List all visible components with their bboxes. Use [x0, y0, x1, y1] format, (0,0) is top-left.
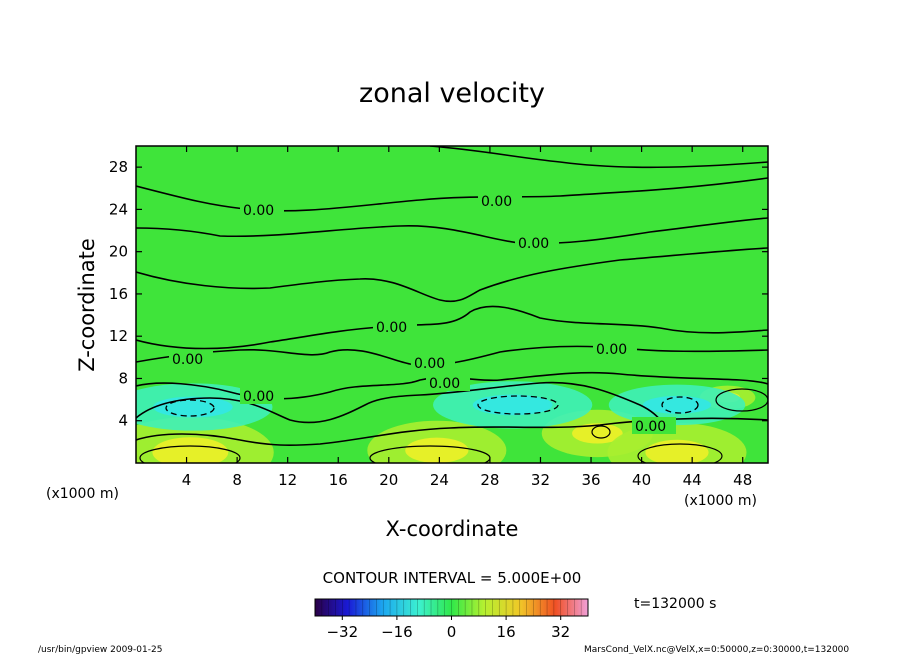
y-tick-label: 16 — [109, 285, 128, 303]
negative-contour — [477, 395, 559, 415]
negative-contours — [165, 395, 699, 417]
y-axis-unit: (x1000 m) — [46, 486, 119, 502]
x-tick-label: 4 — [182, 471, 192, 489]
x-axis-unit: (x1000 m) — [684, 493, 757, 509]
y-tick-label: 12 — [109, 327, 128, 345]
y-tick-label: 28 — [109, 158, 128, 176]
x-tick-label: 28 — [480, 471, 499, 489]
colorbar: −32 −16 0 16 32 — [314, 598, 589, 641]
footer-left: /usr/bin/gpview 2009-01-25 — [38, 645, 162, 654]
positive-core-peak — [572, 423, 623, 444]
x-tick-label: 16 — [329, 471, 348, 489]
positive-core-peak — [152, 437, 229, 463]
y-tick-label: 8 — [118, 369, 128, 387]
y-tick-label: 20 — [109, 243, 128, 261]
x-tick-label: 12 — [278, 471, 297, 489]
contour-line — [429, 146, 768, 169]
negative-core-peak — [642, 396, 712, 414]
x-tick-label: 32 — [531, 471, 550, 489]
chart-title: zonal velocity — [359, 78, 545, 109]
positive-contour — [715, 388, 768, 412]
colorbar-tick-label: 0 — [447, 623, 457, 641]
x-tick-label: 48 — [733, 471, 752, 489]
negative-core-peak — [472, 394, 553, 416]
x-tick-label: 40 — [632, 471, 651, 489]
plot-frame — [135, 145, 769, 464]
colorbar-tick-label: 16 — [497, 623, 516, 641]
contour-label: 0.00 — [172, 352, 203, 368]
y-axis-label: Z-coordinate — [75, 238, 99, 372]
y-tick-label: 24 — [109, 200, 128, 218]
x-tick-label: 20 — [379, 471, 398, 489]
x-tick-label: 44 — [683, 471, 702, 489]
positive-contour — [637, 443, 723, 463]
contour-line — [136, 305, 768, 350]
contour-line — [136, 247, 768, 303]
x-tick-label: 24 — [430, 471, 449, 489]
contour-line — [136, 217, 768, 245]
positive-core-peak — [405, 437, 469, 463]
contour-line — [136, 177, 768, 212]
plot-area: 0.00 0.00 0.00 0.00 0.00 0.00 0.00 0.00 … — [135, 145, 769, 464]
negative-contour — [165, 399, 215, 417]
colorbar-ticks: −32 −16 0 16 32 — [321, 599, 582, 641]
x-axis-label: X-coordinate — [386, 517, 519, 541]
contour-line — [136, 417, 768, 446]
contour-label: 0.00 — [243, 389, 274, 405]
contour-labels: 0.00 0.00 0.00 0.00 0.00 0.00 0.00 0.00 … — [169, 192, 676, 435]
colorbar-tick-label: −16 — [381, 623, 413, 641]
contour-label: 0.00 — [243, 203, 274, 219]
contour-label: 0.00 — [518, 236, 549, 252]
positive-contour — [139, 445, 241, 463]
contour-label: 0.00 — [414, 356, 445, 372]
colorbar-tick-label: −32 — [326, 623, 358, 641]
contour-label: 0.00 — [376, 320, 407, 336]
x-tick-label: 8 — [232, 471, 242, 489]
y-axis: 4 8 12 16 20 24 28 — [109, 158, 768, 430]
positive-contour — [591, 425, 611, 439]
contour-label: 0.00 — [635, 419, 666, 435]
contour-lines — [136, 146, 768, 446]
contour-line — [136, 381, 666, 426]
y-tick-label: 4 — [118, 412, 128, 430]
time-label: t=132000 s — [634, 596, 716, 612]
x-tick-label: 36 — [581, 471, 600, 489]
colorbar-tick-label: 32 — [551, 623, 570, 641]
contour-label: 0.00 — [596, 342, 627, 358]
contour-label: 0.00 — [481, 194, 512, 210]
contour-interval: CONTOUR INTERVAL = 5.000E+00 — [323, 569, 582, 587]
negative-contour — [661, 396, 699, 414]
x-axis: 4 8 12 16 20 24 28 32 36 40 44 48 — [182, 146, 752, 489]
footer-right: MarsCond_VelX.nc@VelX,x=0:50000,z=0:3000… — [584, 645, 849, 654]
contour-label: 0.00 — [429, 376, 460, 392]
